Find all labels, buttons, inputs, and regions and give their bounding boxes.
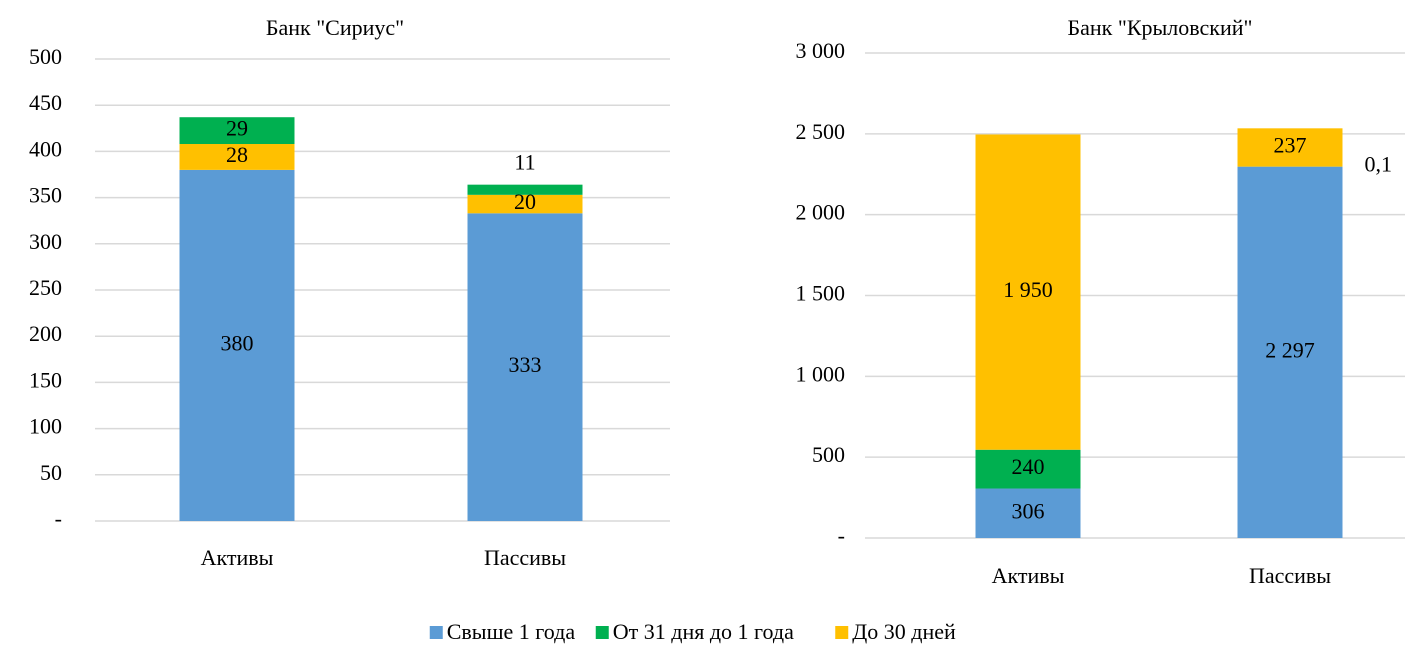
y-tick-label: 2 500 — [796, 119, 846, 144]
bar-segment — [179, 169, 295, 521]
data-label: 11 — [514, 150, 535, 175]
bar-segment — [1237, 128, 1343, 167]
x-tick-label: Активы — [201, 545, 274, 570]
y-tick-label: 500 — [812, 442, 845, 467]
y-tick-label: 350 — [29, 183, 62, 208]
chart-title: Банк "Крыловский" — [1067, 15, 1252, 40]
y-tick-label: - — [838, 523, 845, 548]
bar-segment — [975, 488, 1081, 538]
bar-segment — [467, 194, 583, 214]
y-tick-label: 1 000 — [796, 361, 846, 386]
data-label: 237 — [1274, 133, 1307, 158]
bar-segment — [467, 213, 583, 522]
x-tick-label: Пассивы — [484, 545, 566, 570]
x-tick-label: Активы — [992, 563, 1065, 588]
y-tick-label: 300 — [29, 229, 62, 254]
data-label: 0,1 — [1365, 152, 1393, 177]
x-tick-label: Пассивы — [1249, 563, 1331, 588]
data-label: 2 297 — [1265, 337, 1315, 362]
y-tick-label: 500 — [29, 44, 62, 69]
y-tick-label: 2 000 — [796, 200, 846, 225]
y-tick-label: 400 — [29, 136, 62, 161]
bar-segment — [467, 184, 583, 195]
y-tick-label: 200 — [29, 321, 62, 346]
data-label: 380 — [221, 330, 254, 355]
legend-swatch — [595, 626, 609, 639]
data-label: 333 — [509, 352, 542, 377]
data-label: 29 — [226, 116, 248, 141]
data-label: 306 — [1012, 498, 1045, 523]
y-tick-label: 50 — [40, 460, 62, 485]
legend-label: Свыше 1 года — [447, 619, 576, 644]
bar-segment — [179, 144, 295, 170]
y-tick-label: 250 — [29, 275, 62, 300]
legend-label: До 30 дней — [852, 619, 956, 644]
data-label: 1 950 — [1003, 277, 1053, 302]
bar-segment — [975, 134, 1081, 450]
y-tick-label: 100 — [29, 414, 62, 439]
data-label: 20 — [514, 189, 536, 214]
y-tick-label: - — [55, 506, 62, 531]
y-tick-label: 1 500 — [796, 281, 846, 306]
bar-segment — [1237, 166, 1343, 538]
legend-label: От 31 дня до 1 года — [613, 619, 794, 644]
bar-segment — [975, 449, 1081, 489]
legend-swatch — [429, 626, 443, 639]
data-label: 28 — [226, 142, 248, 167]
chart-title: Банк "Сириус" — [266, 15, 404, 40]
y-tick-label: 150 — [29, 367, 62, 392]
bar-segment — [179, 117, 295, 145]
y-tick-label: 3 000 — [796, 38, 846, 63]
data-label: 240 — [1012, 454, 1045, 479]
legend-swatch — [835, 626, 849, 639]
y-tick-label: 450 — [29, 90, 62, 115]
